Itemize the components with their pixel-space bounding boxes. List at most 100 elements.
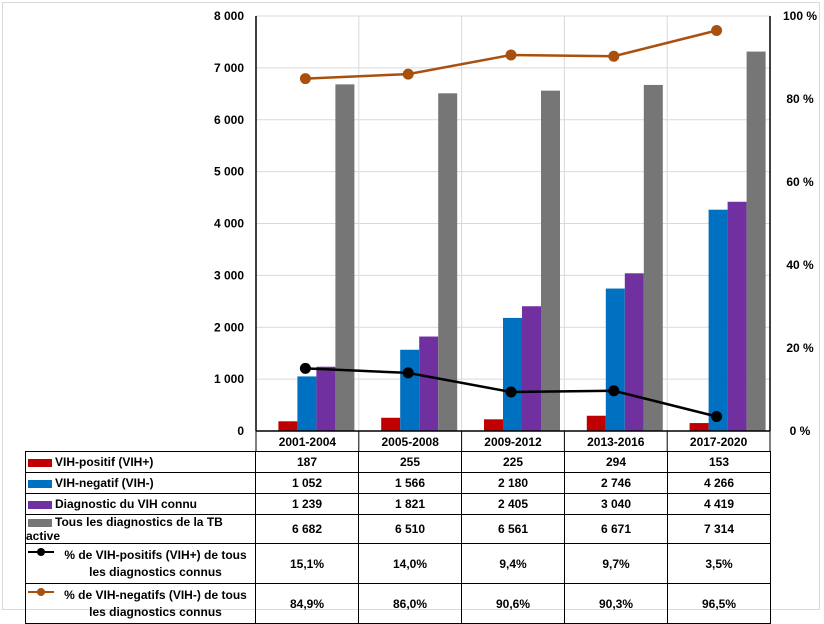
table-row-label: Diagnostic du VIH connu — [25, 493, 256, 515]
bar-0-2005-2008 — [381, 417, 401, 431]
y-left-tick-label: 8 000 — [214, 9, 244, 23]
bar-0-2001-2004 — [278, 421, 298, 431]
line-point-1-2005-2008 — [402, 68, 414, 80]
table-cell: 84,9% — [255, 583, 359, 624]
table-cell: 96,5% — [667, 583, 771, 624]
legend-label: VIH-negatif (VIH-) — [55, 476, 154, 490]
line-point-0-2001-2004 — [299, 362, 311, 374]
line-point-1-2009-2012 — [505, 49, 517, 61]
y-right-tick-label: 60 % — [786, 175, 814, 189]
chart-plot: 0 1 000 2 000 3 000 4 000 5 000 6 000 7 000 8 00… — [214, 9, 817, 451]
legend-label: % de VIH-positifs (VIH+) de tous les dia… — [64, 547, 247, 579]
bar-3-2013-2016 — [643, 84, 663, 432]
x-tick-label: 2009-2012 — [484, 435, 542, 449]
table-row: % de VIH-negatifs (VIH-) de tous les dia… — [25, 583, 771, 624]
y-left-tick-label: 2 000 — [214, 320, 244, 334]
table-cell: 4 266 — [667, 472, 771, 494]
table-cell: 1 052 — [255, 472, 359, 494]
y-left-tick-label: 4 000 — [214, 217, 244, 231]
table-cell: 225 — [461, 451, 565, 473]
bar-2-2005-2008 — [419, 336, 439, 431]
table-row-label: Tous les diagnostics de la TB active — [25, 514, 256, 544]
x-tick-label: 2005-2008 — [382, 435, 440, 449]
table-cell: 1 821 — [358, 493, 462, 515]
legend-line-marker — [28, 547, 54, 557]
table-cell: 2 180 — [461, 472, 565, 494]
legend-label: Tous les diagnostics de la TB active — [26, 515, 223, 543]
table-cell: 7 314 — [667, 514, 771, 544]
y-right-tick-label: 20 % — [786, 341, 814, 355]
line-point-0-2013-2016 — [608, 385, 620, 397]
legend-swatch — [28, 458, 52, 467]
legend-label: VIH-positif (VIH+) — [55, 455, 154, 469]
table-cell: 90,3% — [564, 583, 668, 624]
table-cell: 9,4% — [461, 543, 565, 584]
table-cell: 9,7% — [564, 543, 668, 584]
table-cell: 3,5% — [667, 543, 771, 584]
table-row-label: VIH-positif (VIH+) — [25, 451, 256, 473]
y-left-tick-label: 1 000 — [214, 372, 244, 386]
bar-0-2017-2020 — [689, 423, 709, 431]
table-cell: 1 239 — [255, 493, 359, 515]
legend-line-marker — [28, 587, 54, 597]
bar-2-2013-2016 — [624, 273, 644, 431]
bar-3-2009-2012 — [541, 90, 560, 431]
x-tick-label: 2013-2016 — [587, 435, 645, 449]
table-row: VIH-positif (VIH+) 187 255 225 294 153 — [25, 451, 771, 473]
bar-1-2005-2008 — [400, 349, 420, 431]
bar-1-2013-2016 — [605, 288, 625, 431]
bar-2-2001-2004 — [316, 366, 336, 431]
table-cell: 2 746 — [564, 472, 668, 494]
line-point-1-2013-2016 — [608, 50, 620, 62]
y-right-tick-label: 80 % — [786, 92, 814, 106]
bar-1-2009-2012 — [503, 317, 522, 431]
bar-3-2001-2004 — [335, 84, 355, 431]
table-cell: 15,1% — [255, 543, 359, 584]
table-row-label: % de VIH-positifs (VIH+) de tous les dia… — [25, 543, 256, 584]
table-cell: 14,0% — [358, 543, 462, 584]
bar-2-2017-2020 — [727, 201, 747, 431]
table-cell: 3 040 — [564, 493, 668, 515]
bar-3-2005-2008 — [438, 93, 458, 431]
x-tick-label: 2017-2020 — [690, 435, 748, 449]
y-left-tick-label: 6 000 — [214, 113, 244, 127]
table-cell: 6 671 — [564, 514, 668, 544]
table-cell: 6 682 — [255, 514, 359, 544]
y-left-tick-label: 3 000 — [214, 268, 244, 282]
table-row-label: % de VIH-negatifs (VIH-) de tous les dia… — [25, 583, 256, 624]
legend-swatch — [28, 518, 52, 527]
table-cell: 294 — [564, 451, 668, 473]
line-point-0-2017-2020 — [711, 410, 723, 422]
legend-swatch — [28, 479, 52, 488]
y-left-tick-label: 5 000 — [214, 165, 244, 179]
table-cell: 6 510 — [358, 514, 462, 544]
table-row: Tous les diagnostics de la TB active 6 68… — [25, 514, 771, 544]
line-point-0-2009-2012 — [505, 386, 517, 398]
table-row-label: VIH-negatif (VIH-) — [25, 472, 256, 494]
bar-0-2013-2016 — [586, 415, 606, 431]
table-cell: 1 566 — [358, 472, 462, 494]
line-point-0-2005-2008 — [402, 367, 414, 379]
bar-2-2009-2012 — [522, 306, 541, 431]
data-table: VIH-positif (VIH+) 187 255 225 294 153 VIH-neg… — [25, 451, 771, 624]
bar-0-2009-2012 — [484, 419, 503, 431]
y-left-tick-label: 7 000 — [214, 61, 244, 75]
bar-3-2017-2020 — [746, 51, 766, 432]
table-cell: 4 419 — [667, 493, 771, 515]
line-point-1-2001-2004 — [299, 73, 311, 85]
table-cell: 86,0% — [358, 583, 462, 624]
table-cell: 2 405 — [461, 493, 565, 515]
table-cell: 6 561 — [461, 514, 565, 544]
x-tick-label: 2001-2004 — [279, 435, 337, 449]
table-cell: 255 — [358, 451, 462, 473]
table-row: VIH-negatif (VIH-) 1 052 1 566 2 180 2 746 4 … — [25, 472, 771, 494]
bar-1-2017-2020 — [708, 209, 728, 431]
y-right-tick-label: 100 % — [783, 9, 817, 23]
bar-1-2001-2004 — [297, 376, 317, 431]
line-point-1-2017-2020 — [711, 25, 723, 37]
y-left-tick-label: 0 — [237, 424, 244, 438]
table-cell: 187 — [255, 451, 359, 473]
table-row: Diagnostic du VIH connu 1 239 1 821 2 405 3 … — [25, 493, 771, 515]
table-cell: 90,6% — [461, 583, 565, 624]
legend-label: Diagnostic du VIH connu — [55, 497, 198, 511]
